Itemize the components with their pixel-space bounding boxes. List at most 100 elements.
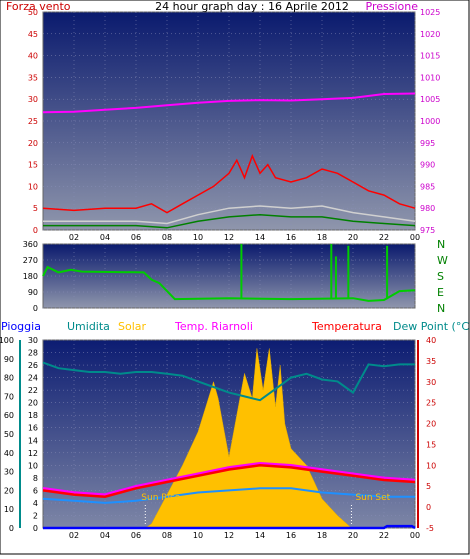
middle-left-tick-labels: 0 90 180 270 360 [23, 240, 38, 313]
x-tick-label: 22 [379, 531, 389, 540]
legend-entry: Umidita [67, 320, 110, 333]
compass-label: N [437, 302, 445, 315]
left-tick-label: 20 [28, 139, 38, 148]
temperature-tick-labels: -5 0 5 10 15 20 25 30 35 40 [426, 336, 436, 533]
left-tick-label: 40 [28, 52, 38, 61]
humidity-tick-label: 40 [4, 449, 14, 458]
right-tick-label: 1000 [420, 117, 440, 126]
right-tick-label: 975 [420, 226, 435, 235]
humidity-tick-label: 0 [9, 524, 14, 533]
rain-tick-label: 20 [28, 399, 38, 408]
humidity-tick-label: 80 [4, 374, 14, 383]
x-tick-label: 08 [162, 233, 172, 242]
compass-label: N [437, 238, 445, 251]
sun-annotation-label: Sun Set [355, 493, 390, 503]
humidity-tick-label: 20 [4, 486, 14, 495]
rain-tick-label: 30 [28, 336, 38, 345]
left-tick-label: 180 [23, 272, 38, 281]
humidity-tick-label: 30 [4, 468, 14, 477]
temperature-tick-label: 30 [426, 378, 436, 387]
x-tick-label: 10 [193, 233, 203, 242]
series-area-solar [144, 348, 353, 529]
x-tick-label: 10 [193, 531, 203, 540]
left-tick-label: 45 [28, 30, 38, 39]
compass-label: W [437, 254, 448, 267]
left-tick-label: 10 [28, 182, 38, 191]
compass-label: S [437, 270, 444, 283]
rain-tick-label: 28 [28, 349, 38, 358]
temperature-tick-label: 40 [426, 336, 436, 345]
top-x-tick-labels: 02 04 06 08 10 12 14 16 18 20 22 00 [69, 233, 420, 242]
x-tick-label: 16 [286, 531, 296, 540]
rain-tick-label: 26 [28, 361, 38, 370]
x-tick-label: 08 [162, 531, 172, 540]
x-tick-label: 00 [410, 531, 420, 540]
rain-tick-label: 22 [28, 386, 38, 395]
top-series [42, 92, 416, 229]
left-tick-label: 25 [28, 117, 38, 126]
series-line-vento-medio [43, 205, 416, 225]
right-tick-label: 985 [420, 182, 435, 191]
right-tick-label: 980 [420, 204, 435, 213]
rain-tick-label: 4 [33, 499, 38, 508]
left-tick-label: 5 [33, 204, 38, 213]
rain-tick-label: 12 [28, 449, 38, 458]
rain-tick-label: 2 [33, 511, 38, 520]
legend-entry: Solar [118, 320, 147, 333]
sun-annotation-label: Sun Rise [141, 493, 180, 503]
left-tick-label: 0 [33, 304, 38, 313]
top-left-tick-labels: 0 5 10 15 20 25 30 35 40 45 50 [28, 8, 38, 235]
x-tick-label: 20 [348, 531, 358, 540]
temperature-tick-label: 20 [426, 420, 436, 429]
temperature-tick-label: 5 [426, 482, 431, 491]
x-tick-label: 06 [131, 531, 141, 540]
humidity-tick-label: 10 [4, 505, 14, 514]
right-tick-label: 990 [420, 161, 435, 170]
x-tick-label: 06 [131, 233, 141, 242]
left-tick-label: 50 [28, 8, 38, 17]
temperature-tick-label: 10 [426, 461, 436, 470]
x-tick-label: 22 [379, 233, 389, 242]
rain-tick-label: 0 [33, 524, 38, 533]
series-line-temp-riarnoli [42, 461, 416, 496]
rain-tick-label: 6 [33, 486, 38, 495]
x-tick-label: 20 [348, 233, 358, 242]
humidity-tick-labels: 0 10 20 30 40 50 60 70 80 90 100 [0, 336, 14, 533]
left-tick-label: 90 [28, 288, 38, 297]
x-tick-label: 02 [69, 233, 79, 242]
legend-entry: Temperatura [311, 320, 382, 333]
right-tick-label: 995 [420, 139, 435, 148]
humidity-tick-label: 50 [4, 430, 14, 439]
series-line-temperatura [42, 464, 416, 498]
top-right-axis-label: Pressione [366, 0, 419, 13]
wind-direction-line [42, 265, 416, 302]
series-line-dew-point [42, 487, 415, 504]
bottom-legend: Pioggia Umidita Solar Temp. Riarnoli Tempera… [1, 320, 470, 333]
left-tick-label: 270 [23, 256, 38, 265]
rain-tick-label: 16 [28, 424, 38, 433]
middle-grid [43, 243, 416, 309]
right-tick-label: 1020 [420, 30, 440, 39]
left-tick-label: 35 [28, 73, 38, 82]
legend-entry: Dew Point (°C) [393, 320, 470, 333]
top-right-tick-labels: 975 980 985 990 995 1000 1005 1010 1015 1020 1025 [420, 8, 440, 235]
rain-tick-label: 18 [28, 411, 38, 420]
humidity-tick-label: 100 [0, 336, 14, 345]
x-tick-label: 04 [100, 233, 110, 242]
bottom-series [42, 348, 416, 530]
legend-entry: Temp. Riarnoli [174, 320, 253, 333]
humidity-tick-label: 90 [4, 355, 14, 364]
top-grid [43, 11, 416, 231]
series-line-pressione [42, 92, 416, 114]
x-tick-label: 16 [286, 233, 296, 242]
rain-tick-label: 14 [28, 436, 38, 445]
bottom-annotations: Sun Rise Sun Set [141, 493, 391, 526]
right-tick-label: 1005 [420, 95, 440, 104]
x-tick-label: 04 [100, 531, 110, 540]
temperature-tick-label: -5 [426, 524, 434, 533]
compass-label: E [437, 286, 444, 299]
x-tick-label: 12 [224, 233, 234, 242]
